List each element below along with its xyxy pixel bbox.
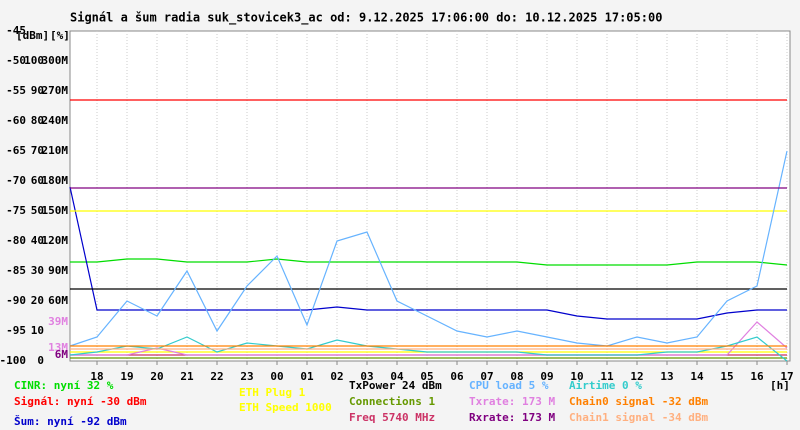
legend-entry: CINR: nyní 32 % <box>14 379 114 392</box>
x-tick-label: 13 <box>660 370 673 383</box>
y2-tick-label: 0 <box>37 354 44 367</box>
legend-entry: Chain1 signal -34 dBm <box>569 411 708 424</box>
x-tick-label: 09 <box>540 370 553 383</box>
x-tick-label: 15 <box>720 370 733 383</box>
y-tick-label: -100 <box>0 354 26 367</box>
y2-tick-label: 10 <box>31 324 44 337</box>
y-tick-label: -65 <box>6 144 26 157</box>
y3-tick-label: 60M <box>48 294 68 307</box>
legend-entry: TxPower 24 dBm <box>349 379 442 392</box>
x-tick-label: 16 <box>750 370 764 383</box>
y-tick-label: -85 <box>6 264 26 277</box>
legend-entry: Chain0 signal -32 dBm <box>569 395 708 408</box>
y2-tick-label: 80 <box>31 114 44 127</box>
value-marker: 39M <box>48 315 68 328</box>
legend-entry: CPU load 5 % <box>469 379 549 392</box>
y3-tick-label: 180M <box>42 174 69 187</box>
y3-tick-label: 90M <box>48 264 68 277</box>
series-line <box>70 321 788 356</box>
legend-entry: Airtime 0 % <box>569 379 642 392</box>
y3-tick-label: 240M <box>42 114 69 127</box>
value-marker: 6M <box>55 348 69 361</box>
series-line <box>69 336 788 362</box>
series-line <box>69 150 788 347</box>
x-tick-label: 04 <box>390 370 404 383</box>
x-tick-label: 00 <box>270 370 283 383</box>
x-tick-label: 11 <box>600 370 614 383</box>
y-tick-label: -55 <box>6 84 26 97</box>
plot-area <box>69 30 791 362</box>
y-tick-label: -70 <box>6 174 26 187</box>
x-tick-label: 03 <box>360 370 373 383</box>
y3-tick-label: 210M <box>42 144 69 157</box>
y3-tick-label: 120M <box>42 234 69 247</box>
value-marker: 13M <box>48 341 68 354</box>
legend-entry: Connections 1 <box>349 395 435 408</box>
y3-tick-label: 270M <box>42 84 69 97</box>
x-tick-label: 19 <box>120 370 133 383</box>
y-tick-label: -90 <box>6 294 26 307</box>
series-line <box>69 186 787 320</box>
x-tick-label: 22 <box>210 370 223 383</box>
y2-tick-label: 90 <box>31 84 44 97</box>
y2-tick-label: 20 <box>31 294 44 307</box>
legend-entry: Freq 5740 MHz <box>349 411 435 424</box>
legend-entry: Txrate: 173 M <box>469 395 555 408</box>
x-tick-label: 21 <box>180 370 194 383</box>
y-tick-label: -95 <box>6 324 26 337</box>
y2-axis-label: [%] <box>50 29 70 42</box>
chart-title: Signál a šum radia suk_stovicek3_ac od: … <box>70 11 662 26</box>
y2-tick-label: 100 <box>24 54 44 67</box>
y2-tick-label: 30 <box>31 264 44 277</box>
y-tick-label: -80 <box>6 234 26 247</box>
legend-entry: ETH Plug 1 <box>239 386 306 399</box>
x-tick-label: 02 <box>330 370 343 383</box>
y2-tick-label: 40 <box>31 234 44 247</box>
y-tick-label: -50 <box>6 54 26 67</box>
x-tick-label: 01 <box>300 370 314 383</box>
y-axis-label: [dBm] <box>16 29 49 42</box>
y-tick-label: -45 <box>6 24 26 37</box>
x-tick-label: 08 <box>510 370 523 383</box>
x-tick-label: 14 <box>690 370 704 383</box>
x-axis-label: [h] <box>770 379 790 392</box>
x-tick-label: 05 <box>420 370 433 383</box>
x-tick-label: 18 <box>90 370 103 383</box>
x-tick-label: 12 <box>630 370 643 383</box>
y-tick-label: -60 <box>6 114 26 127</box>
legend-entry: Signál: nyní -30 dBm <box>14 395 147 408</box>
legend-entry: ETH Speed 1000 <box>239 401 332 414</box>
y2-tick-label: 50 <box>31 204 44 217</box>
y3-tick-label: 300M <box>42 54 69 67</box>
y-tick-label: -75 <box>6 204 26 217</box>
series-line <box>70 258 788 266</box>
x-tick-label: 17 <box>780 370 793 383</box>
legend-entry: Rxrate: 173 M <box>469 411 555 424</box>
y3-tick-label: 150M <box>42 204 69 217</box>
x-tick-label: 10 <box>570 370 583 383</box>
x-tick-label: 20 <box>150 370 163 383</box>
legend-entry: Šum: nyní -92 dBm <box>14 415 127 428</box>
y2-tick-label: 70 <box>31 144 44 157</box>
x-tick-label: 23 <box>240 370 253 383</box>
x-tick-label: 07 <box>480 370 493 383</box>
x-tick-label: 06 <box>450 370 464 383</box>
y2-tick-label: 60 <box>31 174 44 187</box>
